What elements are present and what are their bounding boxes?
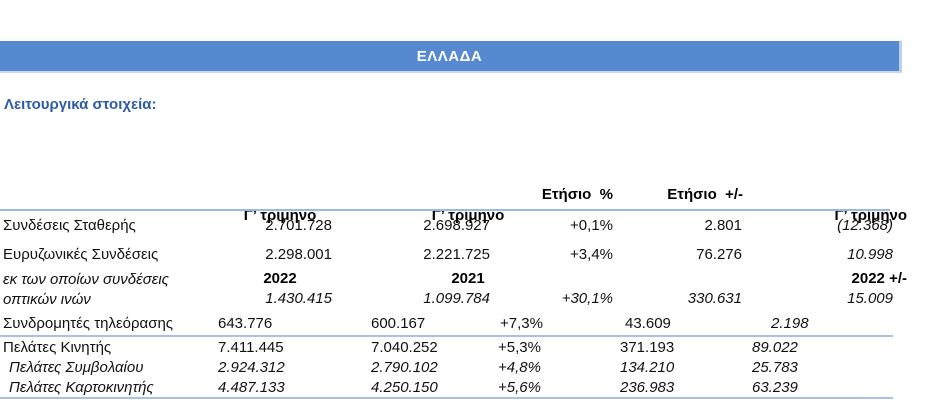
- cell-annual-pct: +5,6%: [498, 379, 541, 396]
- cell-q3-2021: 1.099.784: [423, 290, 490, 307]
- cell-q3-2022: 2.701.728: [265, 217, 332, 234]
- cell-q3-2022-diff: (12.368): [837, 217, 893, 234]
- section-title: Λειτουργικά στοιχεία:: [4, 96, 157, 113]
- table-row: Πελάτες Καρτοκινητής 4.487.133 4.250.150…: [0, 379, 935, 399]
- row-label: Συνδρομητές τηλεόρασης: [3, 315, 174, 332]
- table-row: εκ των οποίων συνδέσεις οπτικών ινών 1.4…: [0, 271, 935, 310]
- column-header-q3-2021: Γ’ τρίμηνο 2021: [412, 163, 524, 331]
- cell-annual-diff: 134.210: [620, 359, 675, 376]
- column-header-line: Γ’ τρίμηνο: [834, 207, 907, 224]
- header-divider: [0, 209, 890, 211]
- country-banner-title: ΕΛΛΑΔΑ: [416, 47, 483, 65]
- column-header-q3-2022-diff: Γ’ τρίμηνο 2022 +/-: [790, 163, 907, 331]
- cell-q3-2021: 2.698.927: [423, 217, 490, 234]
- row-label: Ευρυζωνικές Συνδέσεις: [3, 246, 159, 263]
- cell-q3-2022-diff: 63.239: [752, 379, 798, 396]
- column-header-line: 2022: [263, 270, 297, 287]
- cell-q3-2022-diff: 2.198: [771, 315, 809, 332]
- cell-annual-pct: +4,8%: [498, 359, 541, 376]
- cell-q3-2022-diff: 15.009: [847, 290, 893, 307]
- cell-annual-diff: 236.983: [620, 379, 675, 396]
- cell-q3-2022-diff: 25.783: [752, 359, 798, 376]
- table-row: Συνδρομητές τηλεόρασης 643.776 600.167 +…: [0, 315, 935, 335]
- column-header-line: Γ’ τρίμηνο: [243, 207, 317, 224]
- cell-annual-pct: +5,3%: [498, 339, 541, 356]
- cell-q3-2021: 2.790.102: [371, 359, 438, 376]
- cell-q3-2022: 2.924.312: [218, 359, 285, 376]
- column-header-line: 2022 +/-: [851, 270, 907, 287]
- table-row: Ευρυζωνικές Συνδέσεις 2.298.001 2.221.72…: [0, 246, 935, 266]
- cell-annual-pct: +0,1%: [570, 217, 613, 234]
- column-header-line: 2021: [451, 270, 485, 287]
- cell-annual-diff: 330.631: [687, 290, 742, 307]
- table-row: Πελάτες Κινητής 7.411.445 7.040.252 +5,3…: [0, 339, 935, 359]
- cell-annual-diff: 371.193: [620, 339, 675, 356]
- row-label: εκ των οποίων συνδέσεις οπτικών ινών: [3, 271, 169, 308]
- cell-q3-2022-diff: 10.998: [847, 246, 893, 263]
- row-label: Συνδέσεις Σταθερής: [3, 217, 136, 234]
- section-divider: [0, 335, 893, 337]
- cell-q3-2022: 2.298.001: [265, 246, 332, 263]
- cell-q3-2021: 4.250.150: [371, 379, 438, 396]
- column-header-annual-pct: Ετήσιο %: [541, 186, 613, 203]
- column-header-annual-diff: Ετήσιο +/-: [667, 186, 743, 203]
- cell-q3-2022: 643.776: [218, 315, 273, 332]
- country-banner: ΕΛΛΑΔΑ: [0, 41, 902, 73]
- cell-annual-pct: +7,3%: [500, 315, 543, 332]
- table-row: Πελάτες Συμβολαίου 2.924.312 2.790.102 +…: [0, 359, 935, 379]
- cell-q3-2022: 4.487.133: [218, 379, 285, 396]
- cell-q3-2021: 2.221.725: [423, 246, 490, 263]
- cell-q3-2022: 1.430.415: [265, 290, 332, 307]
- table-row: Συνδέσεις Σταθερής 2.701.728 2.698.927 +…: [0, 217, 935, 237]
- cell-annual-pct: +30,1%: [561, 290, 613, 307]
- cell-q3-2021: 600.167: [371, 315, 426, 332]
- cell-annual-diff: 2.801: [704, 217, 742, 234]
- cell-annual-diff: 76.276: [696, 246, 742, 263]
- cell-q3-2022: 7.411.445: [218, 339, 284, 356]
- row-label: Πελάτες Συμβολαίου: [9, 359, 144, 376]
- cell-annual-pct: +3,4%: [570, 246, 613, 263]
- table-bottom-divider: [0, 397, 893, 399]
- cell-q3-2021: 7.040.252: [371, 339, 438, 356]
- column-header-q3-2022: Γ’ τρίμηνο 2022: [224, 163, 336, 331]
- cell-annual-diff: 43.609: [625, 315, 671, 332]
- cell-q3-2022-diff: 89.022: [752, 339, 798, 356]
- row-label: Πελάτες Κινητής: [3, 339, 112, 356]
- column-header-line: Γ’ τρίμηνο: [431, 207, 505, 224]
- row-label: Πελάτες Καρτοκινητής: [9, 379, 154, 396]
